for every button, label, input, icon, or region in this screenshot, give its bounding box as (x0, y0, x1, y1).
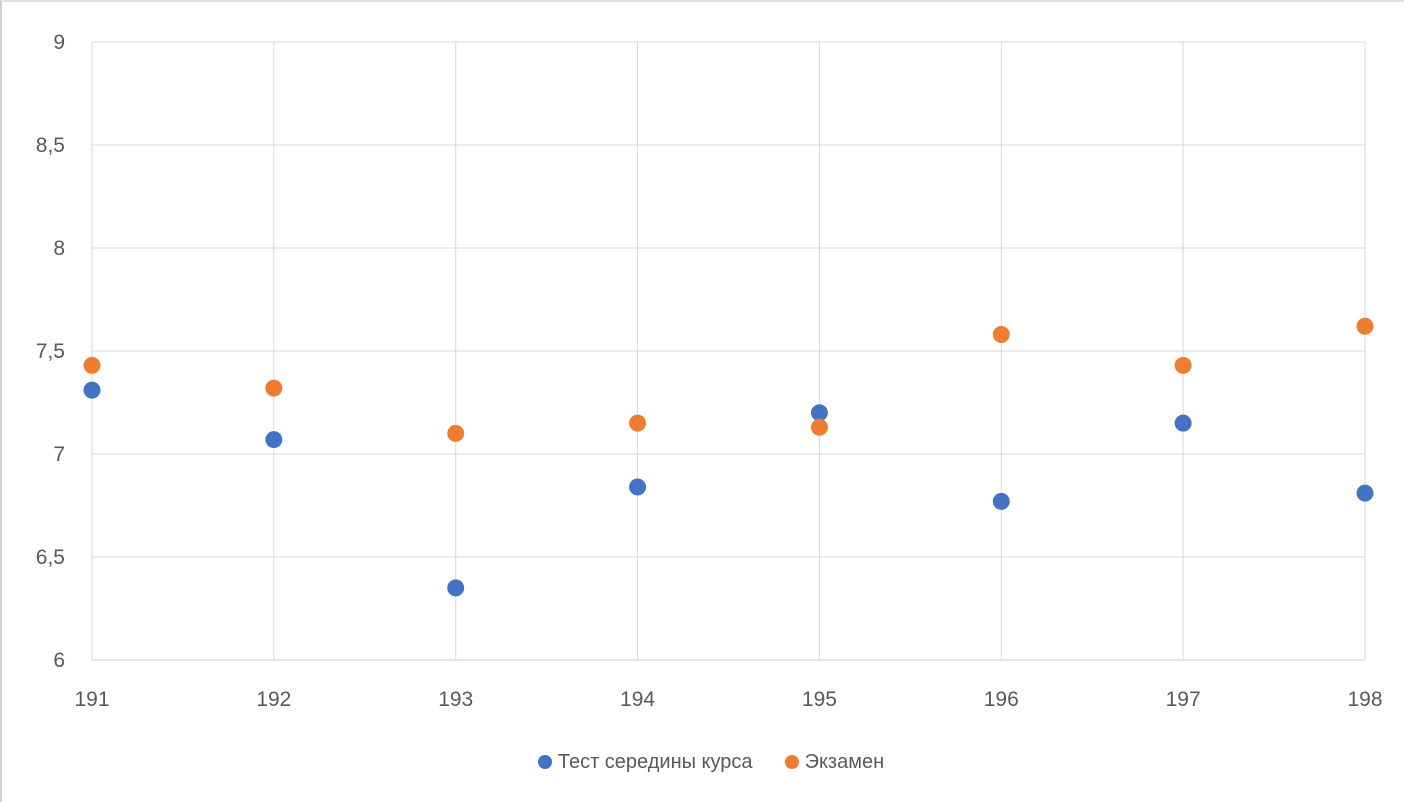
y-tick-label: 9 (53, 31, 65, 54)
data-point-exam (83, 356, 101, 374)
data-point-midterm (1356, 484, 1374, 502)
x-tick-label: 197 (1166, 688, 1201, 711)
x-tick-label: 194 (620, 688, 655, 711)
data-point-exam (1174, 356, 1192, 374)
data-point-exam (447, 424, 465, 442)
data-point-midterm (83, 381, 101, 399)
data-points (83, 317, 1374, 597)
y-tick-label: 6 (53, 649, 65, 672)
data-point-midterm (447, 579, 465, 597)
legend-swatch-midterm (537, 755, 552, 769)
legend-swatch-exam (784, 755, 799, 769)
legend: Тест середины курса Экзамен (0, 748, 1404, 776)
grid-lines (91, 41, 1366, 661)
x-tick-label: 192 (256, 688, 291, 711)
legend-label-midterm: Тест середины курса (557, 750, 753, 773)
data-point-midterm (810, 404, 828, 422)
y-tick-label: 6,5 (36, 546, 65, 569)
data-point-midterm (1174, 414, 1192, 432)
y-tick-label: 7 (53, 443, 65, 466)
data-point-exam (1356, 317, 1374, 335)
y-axis-tick-labels: 6 6,5 7 7,5 8 8,5 9 (36, 31, 65, 672)
x-tick-label: 193 (438, 688, 473, 711)
x-axis-tick-labels: 191 192 193 194 195 196 197 198 (74, 688, 1382, 711)
x-tick-label: 191 (74, 688, 109, 711)
legend-item-midterm: Тест середины курса (537, 750, 753, 774)
x-tick-label: 198 (1347, 688, 1382, 711)
data-point-exam (265, 379, 283, 397)
data-point-midterm (629, 478, 647, 496)
y-tick-label: 7,5 (36, 340, 65, 363)
x-tick-label: 196 (984, 688, 1019, 711)
data-point-exam (810, 418, 828, 436)
y-tick-label: 8,5 (36, 134, 65, 157)
data-point-exam (629, 414, 647, 432)
legend-label-exam: Экзамен (804, 750, 885, 773)
y-tick-label: 8 (53, 237, 65, 260)
data-point-exam (992, 326, 1010, 344)
x-tick-label: 195 (802, 688, 837, 711)
legend-item-exam: Экзамен (784, 750, 885, 774)
data-point-midterm (992, 492, 1010, 510)
data-point-midterm (265, 431, 283, 449)
